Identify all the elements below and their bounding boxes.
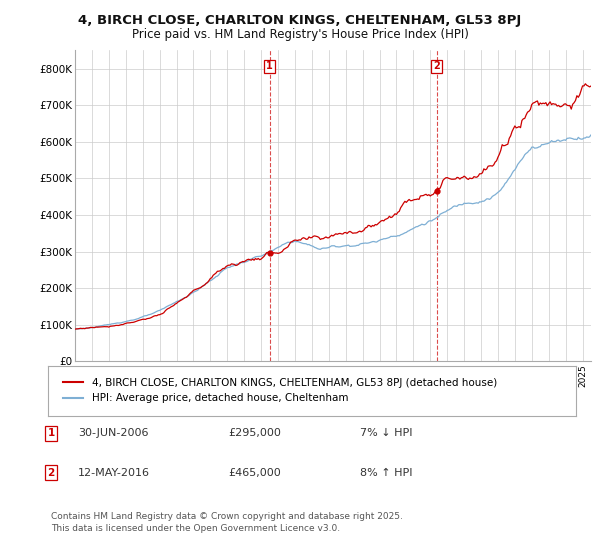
Text: £465,000: £465,000 bbox=[228, 468, 281, 478]
Text: Contains HM Land Registry data © Crown copyright and database right 2025.
This d: Contains HM Land Registry data © Crown c… bbox=[51, 512, 403, 533]
Text: 7% ↓ HPI: 7% ↓ HPI bbox=[360, 428, 413, 438]
Text: 30-JUN-2006: 30-JUN-2006 bbox=[78, 428, 149, 438]
Text: 2: 2 bbox=[47, 468, 55, 478]
Text: 2: 2 bbox=[433, 62, 440, 71]
Text: 4, BIRCH CLOSE, CHARLTON KINGS, CHELTENHAM, GL53 8PJ: 4, BIRCH CLOSE, CHARLTON KINGS, CHELTENH… bbox=[79, 14, 521, 27]
Text: 8% ↑ HPI: 8% ↑ HPI bbox=[360, 468, 413, 478]
Legend: 4, BIRCH CLOSE, CHARLTON KINGS, CHELTENHAM, GL53 8PJ (detached house), HPI: Aver: 4, BIRCH CLOSE, CHARLTON KINGS, CHELTENH… bbox=[58, 374, 501, 408]
Text: 12-MAY-2016: 12-MAY-2016 bbox=[78, 468, 150, 478]
Text: Price paid vs. HM Land Registry's House Price Index (HPI): Price paid vs. HM Land Registry's House … bbox=[131, 28, 469, 41]
Text: 1: 1 bbox=[266, 62, 273, 71]
Text: 1: 1 bbox=[47, 428, 55, 438]
Text: £295,000: £295,000 bbox=[228, 428, 281, 438]
